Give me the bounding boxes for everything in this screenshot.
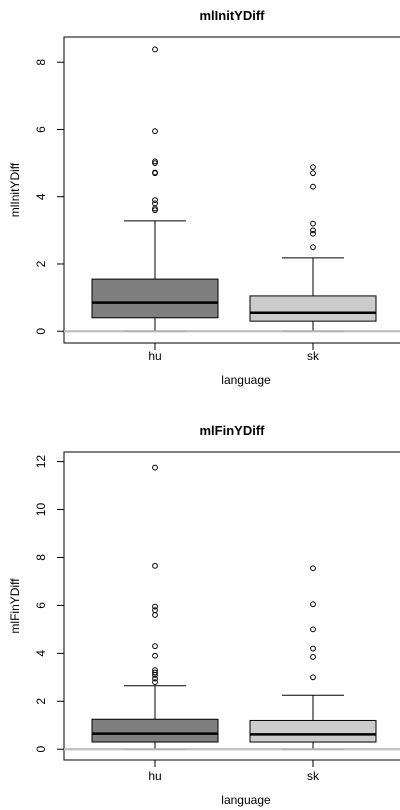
y-tick-label: 12 bbox=[34, 455, 48, 469]
outlier-point bbox=[152, 200, 158, 207]
outlier-point bbox=[152, 603, 158, 610]
y-tick-label: 8 bbox=[34, 59, 48, 66]
outlier-point bbox=[310, 674, 316, 681]
box-hu bbox=[91, 464, 219, 750]
x-axis-label: language bbox=[221, 373, 271, 387]
outlier-point bbox=[310, 220, 316, 227]
outlier-point bbox=[310, 626, 316, 633]
plot-frame bbox=[63, 36, 400, 344]
iqr-box bbox=[249, 295, 377, 322]
outlier-point bbox=[152, 169, 158, 176]
outlier-point bbox=[152, 197, 158, 203]
y-tick-label: 10 bbox=[34, 503, 48, 517]
y-tick-label: 4 bbox=[34, 650, 48, 657]
outlier-point bbox=[152, 562, 158, 569]
chart-title: mlInitYDiff bbox=[200, 8, 266, 23]
outlier-point bbox=[152, 158, 158, 165]
x-tick-label-hu: hu bbox=[148, 769, 161, 783]
outlier-point bbox=[310, 170, 316, 177]
y-axis-label: mlInitYDiff bbox=[8, 162, 22, 217]
y-tick-label: 6 bbox=[34, 602, 48, 609]
y-tick-label: 8 bbox=[34, 554, 48, 561]
boxplot-panel-mlfinydiff: mlFinYDiff language mlFinYDiff 0 2 4 6 8 10 12… bbox=[8, 423, 400, 807]
x-axis-label: language bbox=[221, 793, 271, 807]
outlier-point bbox=[152, 669, 158, 676]
outlier-point bbox=[152, 679, 158, 686]
outlier-point bbox=[310, 601, 316, 608]
plot-frame bbox=[63, 451, 400, 761]
box-hu bbox=[91, 46, 219, 332]
y-tick-label: 2 bbox=[34, 698, 48, 705]
x-tick-label-hu: hu bbox=[148, 349, 161, 363]
outlier-point bbox=[152, 667, 158, 674]
outlier-point bbox=[152, 207, 158, 214]
box-sk bbox=[249, 565, 377, 750]
outlier-point bbox=[310, 164, 316, 171]
iqr-box bbox=[249, 719, 377, 743]
iqr-box bbox=[91, 718, 219, 743]
outlier-point bbox=[310, 183, 316, 190]
outlier-point bbox=[152, 607, 158, 614]
outlier-point bbox=[152, 464, 158, 471]
outlier-point bbox=[152, 128, 158, 135]
iqr-box bbox=[91, 278, 219, 319]
outlier-point bbox=[310, 230, 316, 237]
box-sk bbox=[249, 164, 377, 332]
y-tick-label: 0 bbox=[34, 328, 48, 335]
outlier-point bbox=[310, 244, 316, 251]
chart-title: mlFinYDiff bbox=[200, 423, 266, 438]
y-tick-label: 0 bbox=[34, 746, 48, 753]
x-tick-label-sk: sk bbox=[307, 769, 320, 783]
outlier-point bbox=[152, 612, 158, 618]
outlier-point bbox=[152, 643, 158, 650]
outlier-point bbox=[152, 652, 158, 659]
y-tick-label: 6 bbox=[34, 126, 48, 133]
outlier-point bbox=[310, 565, 316, 572]
outlier-point bbox=[152, 160, 158, 166]
outlier-point bbox=[152, 46, 158, 53]
y-tick-label: 2 bbox=[34, 260, 48, 267]
outlier-point bbox=[310, 654, 316, 660]
x-tick-label-sk: sk bbox=[307, 349, 320, 363]
outlier-point bbox=[310, 227, 316, 234]
y-axis-label: mlFinYDiff bbox=[8, 578, 22, 634]
y-tick-label: 4 bbox=[34, 193, 48, 200]
outlier-point bbox=[310, 645, 316, 652]
outlier-point bbox=[152, 675, 158, 682]
boxplot-panel-mlinitydiff: mlInitYDiff language mlInitYDiff 0 2 4 6 8 hu… bbox=[8, 8, 400, 387]
